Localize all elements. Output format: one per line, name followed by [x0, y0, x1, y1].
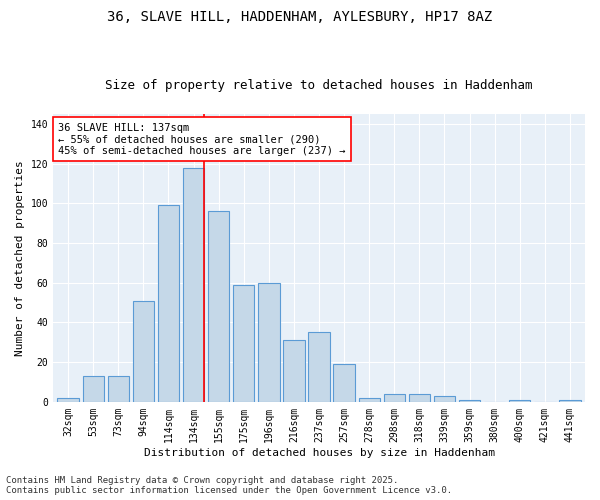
Bar: [434, 396, 455, 402]
Y-axis label: Number of detached properties: Number of detached properties: [15, 160, 25, 356]
Bar: [107, 376, 129, 402]
Bar: [133, 300, 154, 402]
Bar: [459, 400, 480, 402]
Bar: [233, 284, 254, 402]
Text: 36, SLAVE HILL, HADDENHAM, AYLESBURY, HP17 8AZ: 36, SLAVE HILL, HADDENHAM, AYLESBURY, HP…: [107, 10, 493, 24]
Bar: [283, 340, 305, 402]
Bar: [83, 376, 104, 402]
Bar: [334, 364, 355, 402]
Bar: [409, 394, 430, 402]
Bar: [208, 212, 229, 402]
Bar: [58, 398, 79, 402]
Bar: [509, 400, 530, 402]
Bar: [559, 400, 581, 402]
Bar: [308, 332, 329, 402]
Bar: [359, 398, 380, 402]
Bar: [183, 168, 204, 402]
Text: 36 SLAVE HILL: 137sqm
← 55% of detached houses are smaller (290)
45% of semi-det: 36 SLAVE HILL: 137sqm ← 55% of detached …: [58, 122, 346, 156]
Bar: [258, 282, 280, 402]
Bar: [383, 394, 405, 402]
Text: Contains HM Land Registry data © Crown copyright and database right 2025.
Contai: Contains HM Land Registry data © Crown c…: [6, 476, 452, 495]
X-axis label: Distribution of detached houses by size in Haddenham: Distribution of detached houses by size …: [143, 448, 494, 458]
Bar: [158, 206, 179, 402]
Title: Size of property relative to detached houses in Haddenham: Size of property relative to detached ho…: [105, 79, 533, 92]
